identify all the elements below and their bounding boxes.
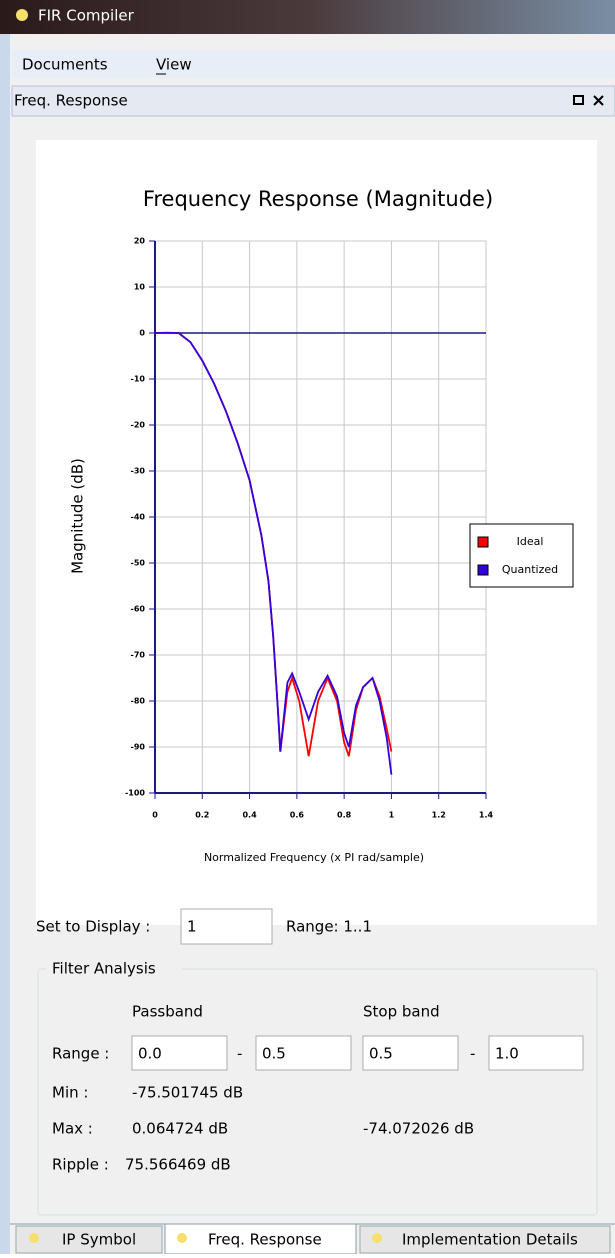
y-tick-label: -20 xyxy=(131,421,146,430)
stopband-label: Stop band xyxy=(363,1003,440,1021)
ripple-label: Ripple : xyxy=(52,1156,109,1174)
max-value: 0.064724 dB xyxy=(132,1120,228,1138)
app-icon xyxy=(16,9,28,21)
chart: Frequency Response (Magnitude) Magnitude … xyxy=(69,187,574,864)
range-value[interactable]: 0.0 xyxy=(138,1045,162,1063)
y-tick-label: -90 xyxy=(131,743,146,752)
min-value: -75.501745 dB xyxy=(132,1084,243,1102)
legend-swatch xyxy=(477,536,489,548)
y-tick-label: -10 xyxy=(131,375,146,384)
title-bar xyxy=(0,0,615,34)
x-tick-label: 1 xyxy=(389,811,395,820)
y-tick-label: -70 xyxy=(131,651,146,660)
range-value[interactable]: 1.0 xyxy=(495,1045,519,1063)
legend-box xyxy=(469,523,574,588)
tab-label[interactable]: IP Symbol xyxy=(62,1231,136,1249)
tab-icon xyxy=(372,1233,382,1243)
x-tick-label: 0.2 xyxy=(195,811,209,820)
separator: - xyxy=(470,1045,475,1063)
range-label: Range : xyxy=(52,1045,109,1063)
min-label: Min : xyxy=(52,1084,88,1102)
y-axis-label: Magnitude (dB) xyxy=(69,458,87,574)
tab-icon xyxy=(177,1233,187,1243)
passband-label: Passband xyxy=(132,1003,203,1021)
x-tick-label: 0.4 xyxy=(242,811,257,820)
menu-bar xyxy=(12,50,615,78)
y-tick-label: 20 xyxy=(134,237,146,246)
tab[interactable] xyxy=(15,1225,163,1254)
chart-title: Frequency Response (Magnitude) xyxy=(143,187,493,211)
y-tick-label: -30 xyxy=(131,467,146,476)
legend-label: Quantized xyxy=(502,563,558,576)
display-input[interactable] xyxy=(180,908,273,945)
tab-label[interactable]: Freq. Response xyxy=(208,1231,322,1249)
display-range: Range: 1..1 xyxy=(286,918,372,936)
range-input[interactable] xyxy=(255,1035,352,1071)
x-axis-label: Normalized Frequency (x PI rad/sample) xyxy=(204,851,424,864)
menu-item[interactable]: Documents xyxy=(22,56,108,74)
range-input[interactable] xyxy=(488,1035,584,1071)
group-box xyxy=(37,968,598,1216)
group-title: Filter Analysis xyxy=(52,960,156,978)
x-tick-label: 0 xyxy=(152,811,158,820)
tab[interactable] xyxy=(359,1225,611,1254)
tab-active[interactable] xyxy=(164,1223,357,1255)
x-tick-label: 1.4 xyxy=(479,811,494,820)
max-label: Max : xyxy=(52,1120,93,1138)
separator: - xyxy=(237,1045,242,1063)
legend-swatch xyxy=(477,564,489,576)
close-button[interactable] xyxy=(593,95,604,106)
display-label: Set to Display : xyxy=(36,918,150,936)
range-input[interactable] xyxy=(131,1035,228,1071)
x-tick-label: 0.6 xyxy=(290,811,305,820)
panel-title: Freq. Response xyxy=(14,92,128,110)
y-tick-label: -80 xyxy=(131,697,146,706)
window-title: FIR Compiler xyxy=(38,7,135,25)
tab-label[interactable]: Implementation Details xyxy=(402,1231,578,1249)
y-tick-label: -50 xyxy=(131,559,146,568)
y-tick-label: -60 xyxy=(131,605,146,614)
x-tick-label: 1.2 xyxy=(432,811,446,820)
max-value: -74.072026 dB xyxy=(363,1120,474,1138)
menu-item[interactable]: View xyxy=(156,56,192,74)
range-value[interactable]: 0.5 xyxy=(369,1045,393,1063)
legend-label: Ideal xyxy=(517,535,544,548)
series-line xyxy=(154,331,393,775)
panel-header xyxy=(11,85,615,117)
tab-icon xyxy=(29,1233,39,1243)
y-tick-label: 0 xyxy=(139,329,145,338)
y-tick-label: -100 xyxy=(125,789,145,798)
y-tick-label: -40 xyxy=(131,513,146,522)
float-button[interactable] xyxy=(573,95,584,105)
group-title-bg xyxy=(46,958,182,978)
y-tick-label: 10 xyxy=(134,283,146,292)
ripple-value: 75.566469 dB xyxy=(125,1156,231,1174)
display-value[interactable]: 1 xyxy=(187,918,197,936)
range-input[interactable] xyxy=(362,1035,459,1071)
x-tick-label: 0.8 xyxy=(337,811,352,820)
range-value[interactable]: 0.5 xyxy=(262,1045,286,1063)
